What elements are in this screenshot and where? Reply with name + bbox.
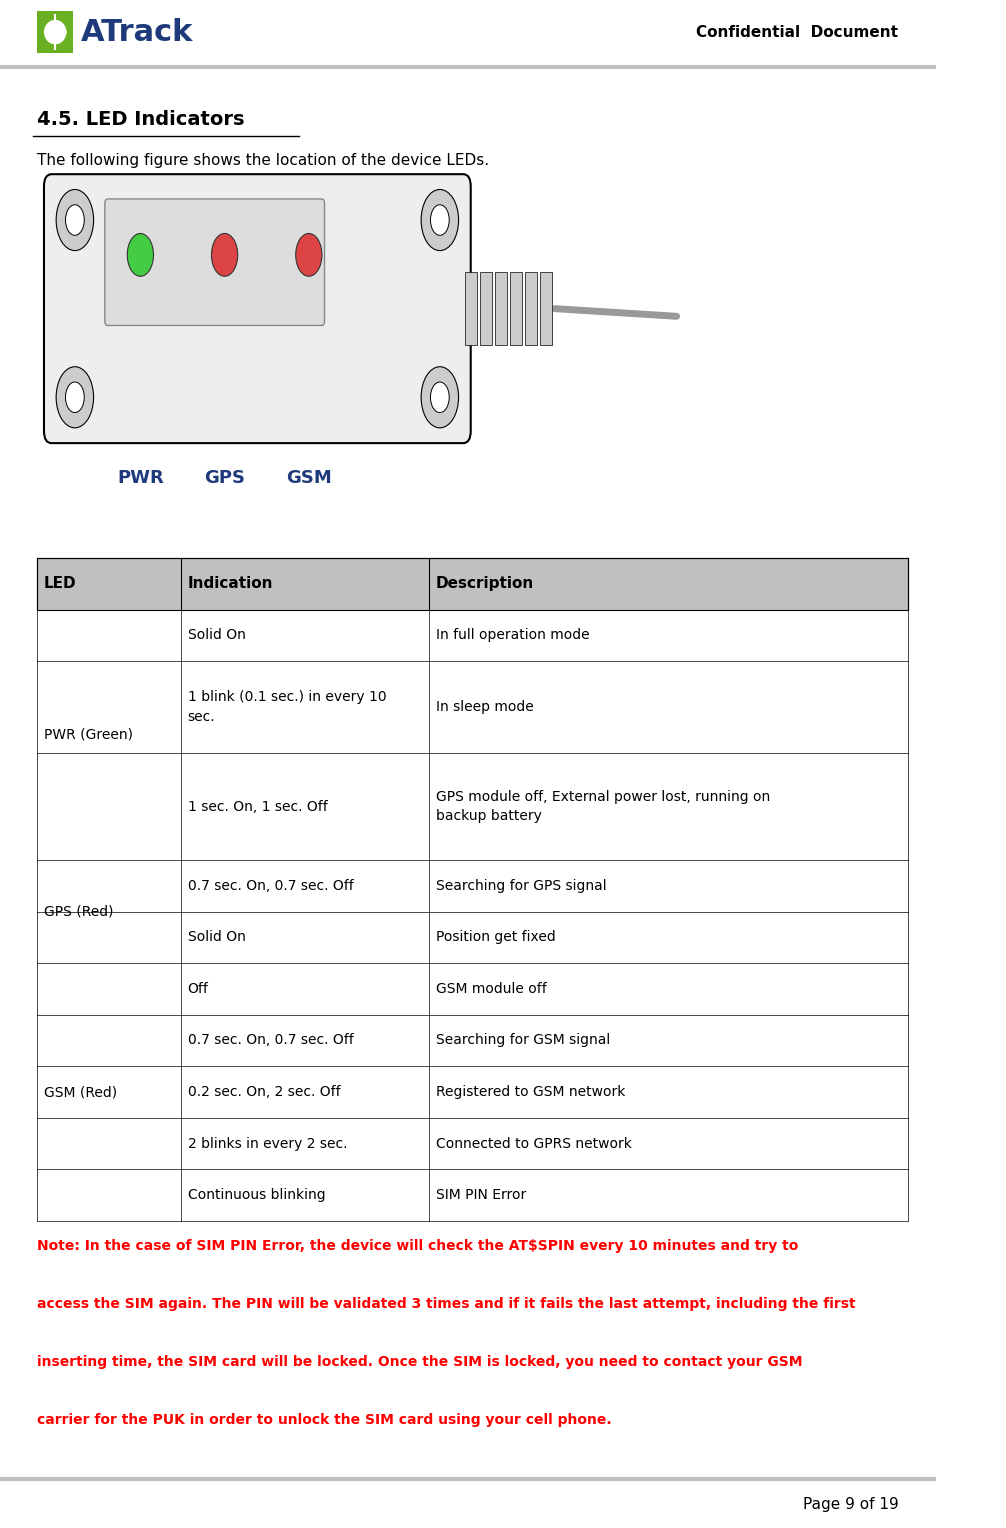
- Circle shape: [211, 234, 237, 277]
- Bar: [495, 272, 507, 345]
- Text: SIM PIN Error: SIM PIN Error: [436, 1189, 526, 1203]
- Bar: [525, 272, 537, 345]
- Text: Indication: Indication: [187, 576, 273, 591]
- Text: Searching for GPS signal: Searching for GPS signal: [436, 879, 607, 892]
- Bar: [37, 558, 907, 610]
- Text: LED: LED: [44, 576, 76, 591]
- Text: Solid On: Solid On: [187, 931, 245, 944]
- FancyBboxPatch shape: [44, 174, 471, 443]
- Text: Off: Off: [187, 983, 208, 996]
- Text: Continuous blinking: Continuous blinking: [187, 1189, 325, 1203]
- Circle shape: [422, 189, 459, 251]
- Circle shape: [56, 367, 94, 428]
- Text: GSM module off: GSM module off: [436, 983, 546, 996]
- Text: 0.2 sec. On, 2 sec. Off: 0.2 sec. On, 2 sec. Off: [187, 1085, 340, 1099]
- Text: Position get fixed: Position get fixed: [436, 931, 555, 944]
- Text: Connected to GPRS network: Connected to GPRS network: [436, 1137, 632, 1151]
- Text: Searching for GSM signal: Searching for GSM signal: [436, 1033, 610, 1048]
- Text: PWR (Green): PWR (Green): [44, 727, 133, 743]
- Circle shape: [296, 234, 322, 277]
- Text: GPS: GPS: [204, 469, 245, 487]
- Bar: [540, 272, 552, 345]
- Text: The following figure shows the location of the device LEDs.: The following figure shows the location …: [37, 153, 490, 168]
- Text: GPS module off, External power lost, running on
backup battery: GPS module off, External power lost, run…: [436, 790, 770, 824]
- Circle shape: [56, 189, 94, 251]
- Ellipse shape: [44, 20, 66, 44]
- Text: 2 blinks in every 2 sec.: 2 blinks in every 2 sec.: [187, 1137, 347, 1151]
- Circle shape: [431, 382, 450, 413]
- Text: Description: Description: [436, 576, 534, 591]
- Text: ATrack: ATrack: [80, 18, 193, 46]
- Text: GSM (Red): GSM (Red): [44, 1085, 117, 1099]
- Text: In full operation mode: In full operation mode: [436, 628, 590, 642]
- Text: 0.7 sec. On, 0.7 sec. Off: 0.7 sec. On, 0.7 sec. Off: [187, 1033, 353, 1048]
- Text: 0.7 sec. On, 0.7 sec. Off: 0.7 sec. On, 0.7 sec. Off: [187, 879, 353, 892]
- Bar: [510, 272, 522, 345]
- Text: Registered to GSM network: Registered to GSM network: [436, 1085, 625, 1099]
- Text: carrier for the PUK in order to unlock the SIM card using your cell phone.: carrier for the PUK in order to unlock t…: [37, 1413, 612, 1427]
- Text: PWR: PWR: [117, 469, 164, 487]
- FancyBboxPatch shape: [105, 199, 325, 325]
- Text: In sleep mode: In sleep mode: [436, 700, 533, 714]
- Text: 1 blink (0.1 sec.) in every 10
sec.: 1 blink (0.1 sec.) in every 10 sec.: [187, 691, 386, 724]
- Bar: [37, 11, 73, 53]
- Bar: [465, 272, 477, 345]
- Text: inserting time, the SIM card will be locked. Once the SIM is locked, you need to: inserting time, the SIM card will be loc…: [37, 1355, 803, 1369]
- Text: access the SIM again. The PIN will be validated 3 times and if it fails the last: access the SIM again. The PIN will be va…: [37, 1297, 856, 1311]
- Text: Note: In the case of SIM PIN Error, the device will check the AT$SPIN every 10 m: Note: In the case of SIM PIN Error, the …: [37, 1239, 799, 1253]
- Text: Solid On: Solid On: [187, 628, 245, 642]
- Text: GPS (Red): GPS (Red): [44, 905, 114, 918]
- Text: GSM: GSM: [286, 469, 332, 487]
- Text: 4.5. LED Indicators: 4.5. LED Indicators: [37, 110, 244, 128]
- Circle shape: [65, 382, 85, 413]
- Circle shape: [128, 234, 154, 277]
- Bar: [480, 272, 492, 345]
- Text: Confidential  Document: Confidential Document: [696, 24, 898, 40]
- Circle shape: [431, 205, 450, 235]
- Circle shape: [65, 205, 85, 235]
- Text: Page 9 of 19: Page 9 of 19: [803, 1497, 898, 1513]
- Circle shape: [422, 367, 459, 428]
- Text: 1 sec. On, 1 sec. Off: 1 sec. On, 1 sec. Off: [187, 799, 327, 813]
